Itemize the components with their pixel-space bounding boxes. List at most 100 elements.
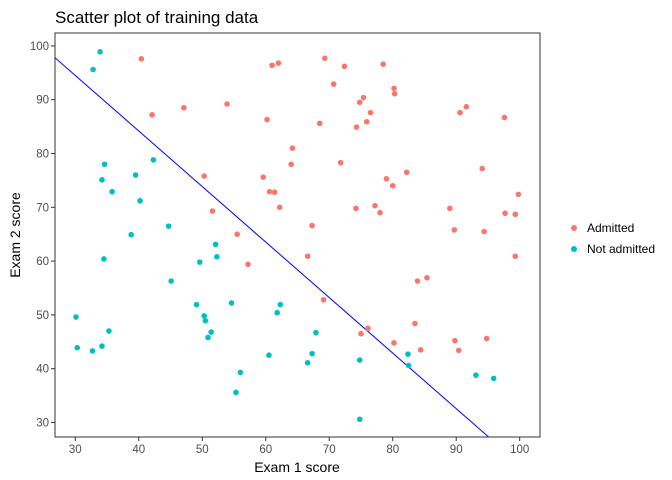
y-axis-title: Exam 2 score xyxy=(7,192,23,278)
point-admitted xyxy=(358,330,364,337)
point-admitted xyxy=(269,62,275,69)
point-admitted xyxy=(512,211,519,218)
point-not-admitted xyxy=(106,328,112,334)
point-admitted xyxy=(383,175,390,182)
point-admitted xyxy=(403,169,410,176)
legend-label-not-admitted: Not admitted xyxy=(587,242,655,256)
point-admitted xyxy=(276,204,283,211)
point-not-admitted xyxy=(101,161,108,168)
x-tick-label: 40 xyxy=(132,444,145,456)
legend-key-not-admitted xyxy=(571,246,577,252)
legend-key-admitted xyxy=(571,225,577,231)
point-admitted xyxy=(412,320,418,327)
point-admitted xyxy=(356,99,363,106)
point-not-admitted xyxy=(89,348,96,354)
point-not-admitted xyxy=(205,334,211,341)
x-tick-label: 80 xyxy=(386,444,399,456)
x-tick-label: 100 xyxy=(510,444,529,456)
point-admitted xyxy=(264,116,270,123)
point-admitted xyxy=(483,335,490,342)
point-admitted xyxy=(481,228,487,235)
point-not-admitted xyxy=(237,369,244,376)
point-admitted xyxy=(266,188,273,195)
point-admitted xyxy=(245,261,251,268)
point-admitted xyxy=(304,253,311,260)
point-admitted xyxy=(341,63,348,70)
point-not-admitted xyxy=(196,259,203,265)
point-not-admitted xyxy=(266,352,272,359)
y-tick-label: 80 xyxy=(36,149,49,161)
point-not-admitted xyxy=(150,157,157,163)
point-not-admitted xyxy=(405,351,411,357)
chart-title: Scatter plot of training data xyxy=(55,8,259,27)
point-admitted xyxy=(463,103,470,110)
point-admitted xyxy=(181,104,187,111)
point-not-admitted xyxy=(97,49,103,55)
point-not-admitted xyxy=(212,241,219,248)
point-admitted xyxy=(353,124,360,130)
point-admitted xyxy=(337,159,344,166)
point-admitted xyxy=(414,278,421,284)
point-admitted xyxy=(138,56,145,62)
point-admitted xyxy=(360,94,367,101)
point-admitted xyxy=(201,173,207,179)
y-tick-label: 50 xyxy=(36,310,49,322)
point-admitted xyxy=(372,202,378,209)
y-tick-label: 90 xyxy=(36,95,49,107)
point-admitted xyxy=(363,118,370,125)
point-not-admitted xyxy=(137,198,143,204)
point-admitted xyxy=(353,205,359,212)
point-admitted xyxy=(451,227,458,233)
point-not-admitted xyxy=(356,357,363,363)
legend-label-admitted: Admitted xyxy=(587,221,634,235)
point-admitted xyxy=(417,347,424,353)
y-tick-label: 70 xyxy=(36,202,49,214)
point-not-admitted xyxy=(356,416,363,423)
x-tick-label: 70 xyxy=(323,444,336,456)
y-axis: 30 40 50 60 70 80 90 100 xyxy=(30,41,55,429)
point-not-admitted xyxy=(193,301,200,308)
point-admitted xyxy=(391,85,397,92)
point-admitted xyxy=(457,109,463,116)
point-admitted xyxy=(452,337,458,344)
point-admitted xyxy=(515,191,522,198)
y-tick-label: 40 xyxy=(36,364,49,376)
point-admitted xyxy=(149,111,155,118)
point-admitted xyxy=(320,297,327,303)
point-admitted xyxy=(447,205,453,212)
point-not-admitted xyxy=(277,301,284,308)
point-not-admitted xyxy=(313,329,319,336)
point-not-admitted xyxy=(214,253,220,260)
point-admitted xyxy=(380,61,387,68)
point-admitted xyxy=(502,210,508,217)
points-layer xyxy=(73,49,522,423)
point-admitted xyxy=(367,109,374,116)
point-not-admitted xyxy=(128,231,134,238)
point-not-admitted xyxy=(132,172,139,178)
point-admitted xyxy=(391,90,398,97)
point-admitted xyxy=(309,222,315,229)
point-admitted xyxy=(455,347,462,354)
point-admitted xyxy=(330,81,337,87)
x-tick-label: 50 xyxy=(196,444,209,456)
point-not-admitted xyxy=(208,329,214,335)
point-admitted xyxy=(365,325,371,332)
point-not-admitted xyxy=(90,66,96,73)
point-not-admitted xyxy=(490,375,497,382)
x-tick-label: 90 xyxy=(450,444,463,456)
point-not-admitted xyxy=(165,223,172,229)
point-not-admitted xyxy=(73,314,79,320)
y-tick-label: 30 xyxy=(36,417,49,429)
x-axis: 30 40 50 60 70 80 90 100 xyxy=(69,437,529,456)
point-admitted xyxy=(512,253,519,260)
point-not-admitted xyxy=(99,343,105,349)
decision-boundary-layer xyxy=(55,57,490,437)
point-not-admitted xyxy=(228,300,235,306)
point-admitted xyxy=(260,174,267,180)
point-not-admitted xyxy=(74,344,81,351)
x-axis-title: Exam 1 score xyxy=(254,459,340,475)
point-not-admitted xyxy=(168,278,174,284)
point-admitted xyxy=(389,182,396,189)
